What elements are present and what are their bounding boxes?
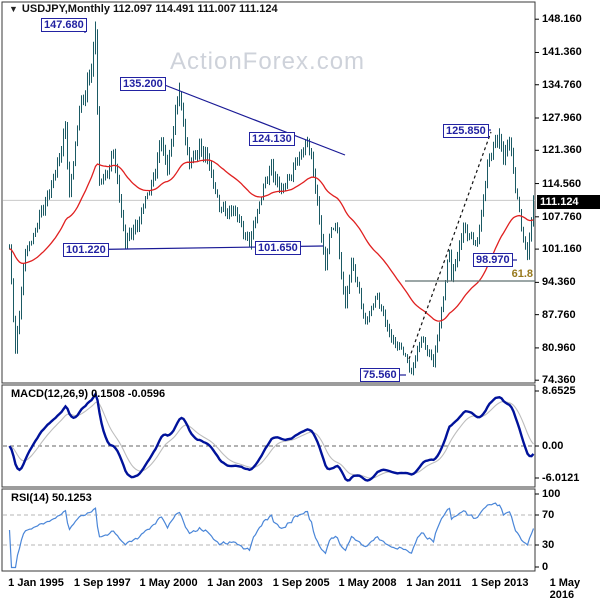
x-axis-label: 1 Sep 2013 (471, 577, 529, 589)
price-annotation-124.130: 124.130 (249, 132, 295, 146)
price-annotation-125.850: 125.850 (443, 124, 489, 138)
macd-indicator-label: MACD(12,26,9) 0.1508 -0.0596 (11, 388, 166, 400)
macd-axis-label: -6.0121 (542, 472, 580, 484)
rsi-panel-frame (1, 488, 536, 572)
collapse-chart-icon[interactable]: ▼ (9, 4, 18, 14)
rsi-indicator-label: RSI(14) 50.1253 (11, 492, 92, 504)
price-annotation-135.200: 135.200 (120, 77, 166, 91)
chart-title: ▼ USDJPY,Monthly 112.097 114.491 111.007 … (9, 3, 278, 15)
price-annotation-98.970: 98.970 (473, 253, 513, 267)
x-axis-label: 1 May 2016 (549, 577, 581, 601)
symbol-ohlc-text: USDJPY,Monthly 112.097 114.491 111.007 1… (21, 3, 278, 15)
rsi-axis-label: 0 (542, 561, 549, 573)
watermark-actionforex: ActionForex.com (169, 48, 366, 75)
x-axis-label: 1 Jan 1995 (8, 577, 64, 589)
price-axis-label: 141.360 (542, 46, 582, 59)
price-panel-frame (1, 1, 536, 384)
fib-618-label: 61.8 (511, 268, 533, 280)
macd-main-line (8, 391, 535, 482)
rsi-axis-label: 70 (542, 509, 555, 521)
x-axis-label: 1 Jan 2011 (406, 577, 462, 589)
price-axis-label: 107.760 (542, 210, 582, 223)
price-annotation-147.680: 147.680 (41, 18, 87, 32)
projection-dashed-line (408, 131, 492, 360)
price-annotation-101.220: 101.220 (63, 243, 109, 257)
x-axis-label: 1 Sep 2005 (272, 577, 330, 589)
current-price-badge: 111.124 (537, 195, 600, 209)
price-axis-label: 80.960 (542, 341, 576, 354)
price-annotation-101.650: 101.650 (255, 241, 301, 255)
price-axis-label: 148.160 (542, 13, 582, 26)
price-axis-label: 74.360 (542, 374, 576, 387)
price-axis-label: 121.360 (542, 144, 582, 157)
macd-panel-frame (1, 384, 536, 488)
trendline (161, 83, 346, 156)
x-axis-label: 1 Sep 1997 (73, 577, 131, 589)
price-axis-label: 127.960 (542, 112, 582, 124)
x-axis-label: 1 May 2000 (139, 577, 198, 589)
price-axis-label: 114.560 (542, 177, 582, 190)
rsi-line (8, 502, 535, 569)
x-axis-label: 1 May 2008 (338, 577, 397, 589)
x-axis-label: 1 Jan 2003 (207, 577, 263, 589)
price-axis-label: 134.760 (542, 78, 582, 91)
price-axis-label: 101.160 (542, 243, 582, 256)
rsi-axis-label: 30 (542, 539, 555, 551)
macd-axis-label: 8.6525 (542, 385, 576, 397)
price-annotation-75.560: 75.560 (360, 368, 400, 382)
price-axis-label: 94.360 (542, 276, 576, 289)
rsi-axis-label: 100 (542, 488, 561, 500)
price-axis-label: 87.760 (542, 308, 576, 321)
price-bars (9, 21, 534, 376)
ema-line (9, 159, 534, 322)
macd-axis-label: 0.00 (542, 440, 564, 452)
